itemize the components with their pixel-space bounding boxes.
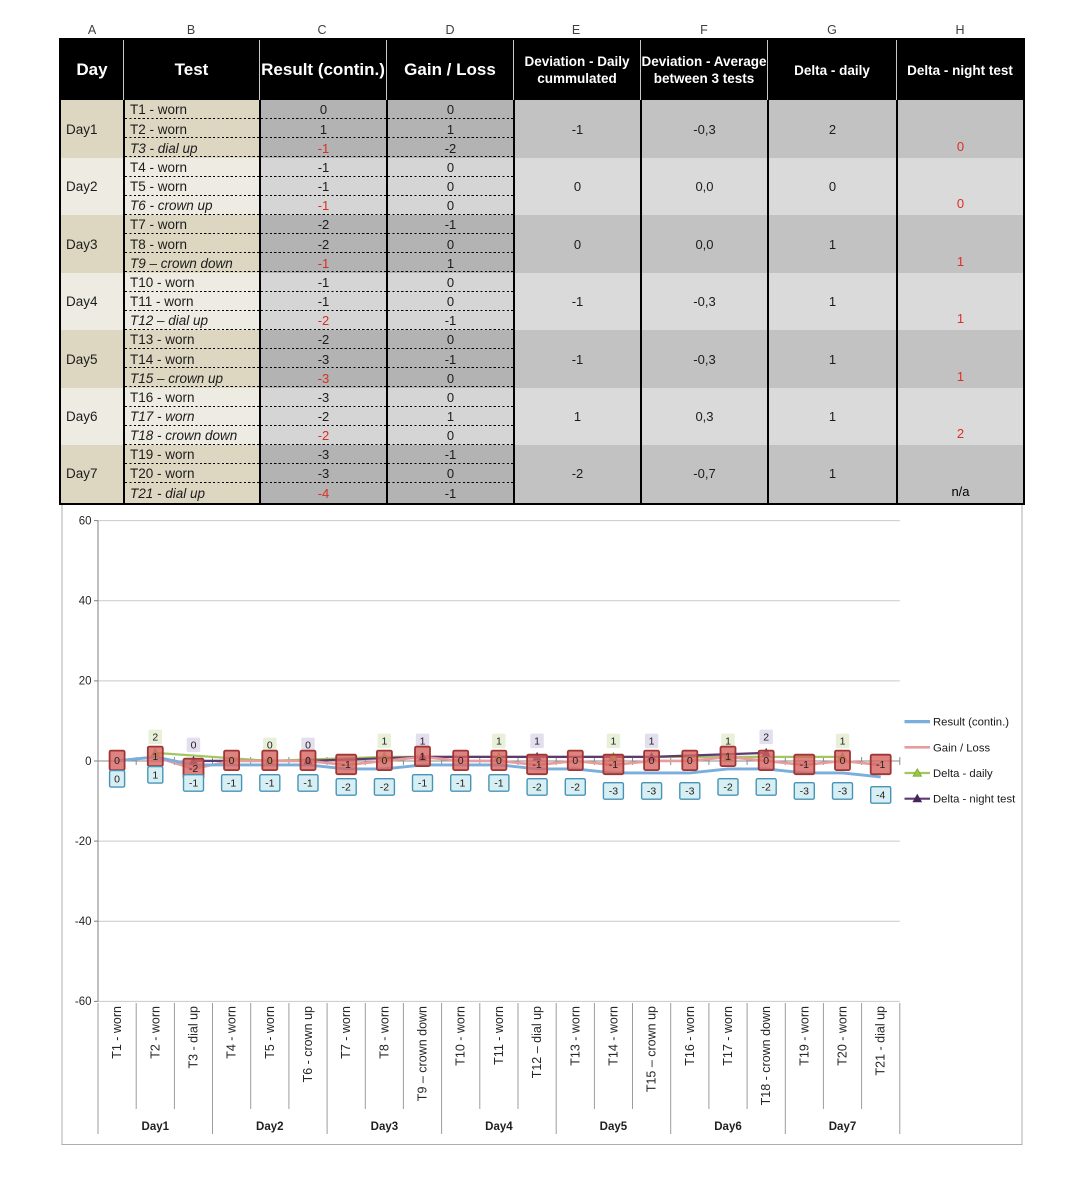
svg-text:Day1: Day1: [142, 1121, 170, 1133]
svg-text:Delta - daily: Delta - daily: [933, 768, 993, 780]
svg-text:-2: -2: [762, 782, 771, 794]
svg-text:0: 0: [229, 755, 235, 767]
svg-text:T16 - worn: T16 - worn: [683, 1006, 697, 1066]
svg-text:T14 - worn: T14 - worn: [606, 1006, 620, 1066]
svg-text:T20 - worn: T20 - worn: [836, 1006, 850, 1066]
svg-text:1: 1: [152, 770, 158, 782]
svg-text:0: 0: [496, 755, 502, 767]
svg-text:T8 - worn: T8 - worn: [377, 1006, 391, 1059]
svg-text:1: 1: [381, 736, 387, 748]
svg-text:T15 – crown up: T15 – crown up: [645, 1006, 659, 1092]
svg-text:1: 1: [840, 736, 846, 748]
svg-text:-2: -2: [532, 782, 541, 794]
svg-text:0: 0: [649, 755, 655, 767]
svg-text:Day7: Day7: [829, 1121, 857, 1133]
svg-text:-40: -40: [75, 916, 92, 928]
svg-text:-20: -20: [75, 836, 92, 848]
svg-text:-1: -1: [532, 759, 541, 771]
svg-text:-2: -2: [571, 782, 580, 794]
svg-text:0: 0: [687, 755, 693, 767]
svg-text:-1: -1: [342, 759, 351, 771]
svg-text:1: 1: [725, 736, 731, 748]
svg-text:T21 - dial up: T21 - dial up: [874, 1006, 888, 1076]
svg-text:-3: -3: [685, 786, 694, 798]
svg-text:T6 - crown up: T6 - crown up: [301, 1006, 315, 1082]
svg-text:1: 1: [534, 736, 540, 748]
svg-text:Day6: Day6: [714, 1121, 742, 1133]
svg-text:0: 0: [572, 755, 578, 767]
svg-text:-1: -1: [303, 778, 312, 790]
svg-text:T10 - worn: T10 - worn: [454, 1006, 468, 1066]
svg-text:1: 1: [496, 736, 502, 748]
svg-text:-3: -3: [838, 786, 847, 798]
svg-text:1: 1: [420, 751, 426, 763]
svg-text:T7 - worn: T7 - worn: [339, 1006, 353, 1059]
svg-text:-2: -2: [189, 763, 198, 775]
svg-text:0: 0: [381, 755, 387, 767]
svg-text:Delta - night test: Delta - night test: [933, 794, 1016, 806]
svg-text:0: 0: [114, 774, 120, 786]
svg-text:1: 1: [725, 751, 731, 763]
svg-text:Result (contin.): Result (contin.): [933, 717, 1009, 729]
svg-text:Day4: Day4: [485, 1121, 513, 1133]
svg-text:40: 40: [79, 596, 92, 608]
svg-text:1: 1: [610, 736, 616, 748]
svg-text:-1: -1: [876, 759, 885, 771]
svg-text:T13 - worn: T13 - worn: [568, 1006, 582, 1066]
svg-text:-3: -3: [800, 786, 809, 798]
svg-text:-2: -2: [342, 782, 351, 794]
svg-text:-1: -1: [418, 778, 427, 790]
svg-text:-1: -1: [609, 759, 618, 771]
svg-text:-60: -60: [75, 996, 92, 1008]
svg-text:0: 0: [267, 740, 273, 752]
svg-text:0: 0: [114, 755, 120, 767]
svg-text:T4 - worn: T4 - worn: [225, 1006, 239, 1059]
svg-text:1: 1: [152, 751, 158, 763]
svg-text:-1: -1: [456, 778, 465, 790]
svg-text:T9 – crown down: T9 – crown down: [416, 1006, 430, 1101]
svg-text:-2: -2: [723, 782, 732, 794]
svg-text:0: 0: [305, 755, 311, 767]
svg-text:T19 - worn: T19 - worn: [797, 1006, 811, 1066]
svg-text:1: 1: [649, 736, 655, 748]
svg-text:1: 1: [420, 736, 426, 748]
svg-text:-1: -1: [494, 778, 503, 790]
svg-text:0: 0: [458, 755, 464, 767]
svg-text:0: 0: [840, 755, 846, 767]
svg-text:T17 - worn: T17 - worn: [721, 1006, 735, 1066]
svg-text:-1: -1: [227, 778, 236, 790]
svg-text:Gain / Loss: Gain / Loss: [933, 742, 990, 754]
svg-text:0: 0: [191, 740, 197, 752]
svg-text:0: 0: [267, 755, 273, 767]
svg-text:-1: -1: [189, 778, 198, 790]
svg-text:-1: -1: [800, 759, 809, 771]
svg-text:T1 - worn: T1 - worn: [110, 1006, 124, 1059]
svg-text:0: 0: [763, 755, 769, 767]
svg-text:60: 60: [79, 515, 92, 527]
svg-text:T12 – dial up: T12 – dial up: [530, 1006, 544, 1078]
svg-text:-3: -3: [647, 786, 656, 798]
svg-text:Day2: Day2: [256, 1121, 284, 1133]
svg-text:T2 - worn: T2 - worn: [148, 1006, 162, 1059]
svg-text:-3: -3: [609, 786, 618, 798]
svg-text:-4: -4: [876, 790, 885, 802]
svg-text:Day3: Day3: [371, 1121, 399, 1133]
svg-text:2: 2: [152, 732, 158, 744]
svg-text:0: 0: [305, 740, 311, 752]
svg-text:T18 - crown down: T18 - crown down: [759, 1006, 773, 1105]
svg-text:T3 - dial up: T3 - dial up: [187, 1006, 201, 1069]
svg-text:0: 0: [85, 756, 91, 768]
svg-text:2: 2: [763, 732, 769, 744]
svg-text:T5 - worn: T5 - worn: [263, 1006, 277, 1059]
svg-text:T11 - worn: T11 - worn: [492, 1006, 506, 1065]
svg-text:Day5: Day5: [600, 1121, 628, 1133]
svg-text:20: 20: [79, 676, 92, 688]
svg-text:-2: -2: [380, 782, 389, 794]
svg-text:-1: -1: [265, 778, 274, 790]
